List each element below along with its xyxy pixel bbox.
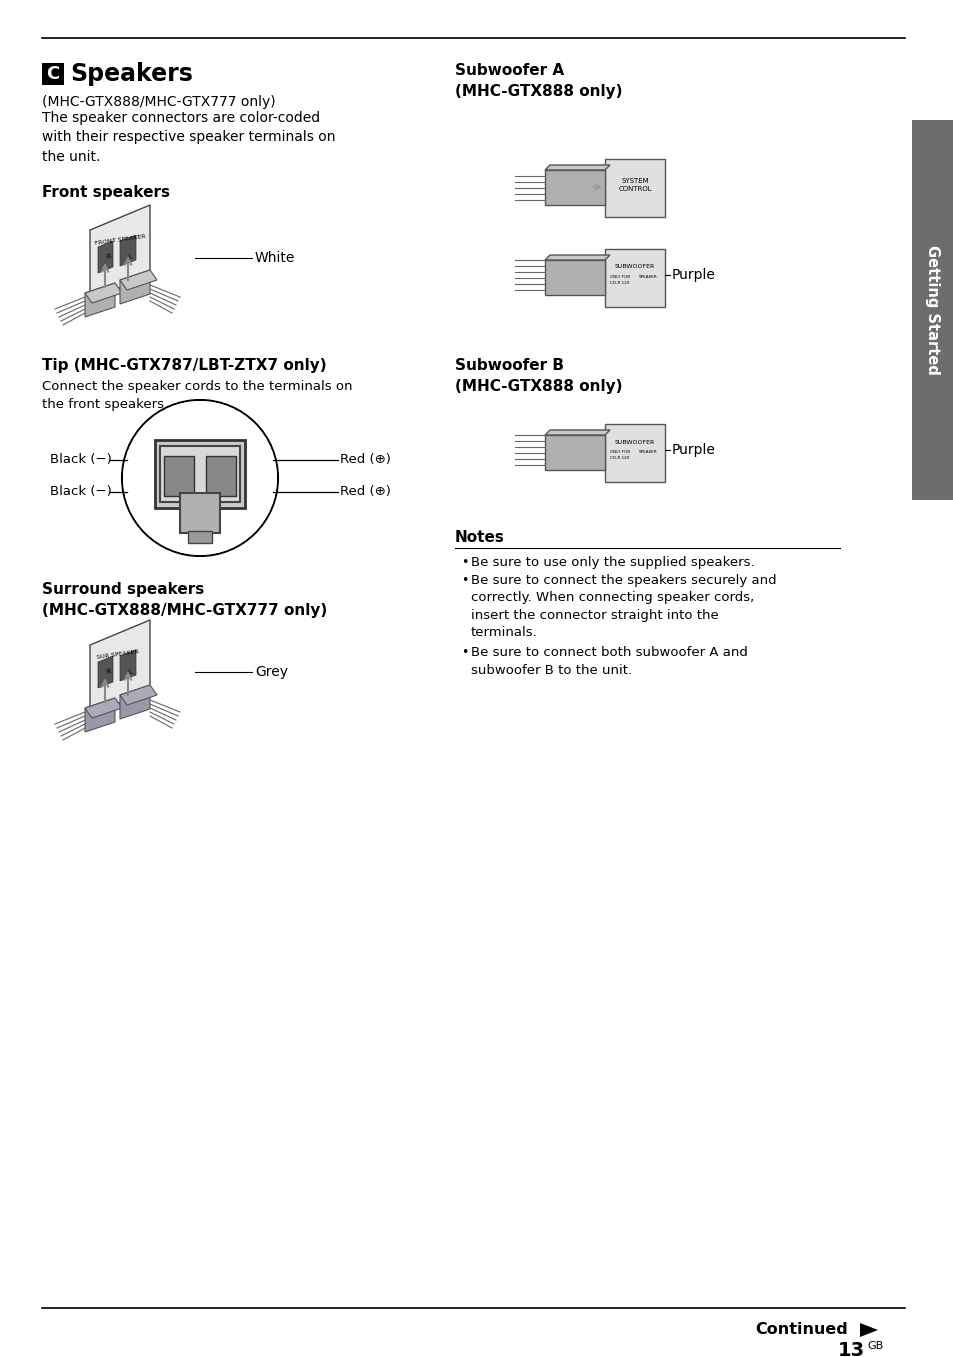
Text: FRONT SPEAKER: FRONT SPEAKER [94, 233, 146, 246]
Bar [180, 493, 220, 533]
Polygon shape [85, 697, 122, 718]
Bar [42, 62, 64, 85]
Bar [911, 119, 953, 499]
Circle shape [123, 402, 276, 555]
Text: Surround speakers
(MHC-GTX888/MHC-GTX777 only): Surround speakers (MHC-GTX888/MHC-GTX777… [42, 582, 327, 617]
Text: R: R [105, 669, 111, 676]
Text: •: • [460, 574, 468, 588]
Polygon shape [120, 270, 157, 290]
Polygon shape [120, 235, 136, 266]
Bar [154, 440, 245, 508]
Text: Subwoofer A
(MHC-GTX888 only): Subwoofer A (MHC-GTX888 only) [455, 62, 622, 99]
Text: CD-R 120: CD-R 120 [610, 281, 629, 285]
Text: 13: 13 [837, 1341, 864, 1357]
Text: Continued: Continued [754, 1323, 847, 1338]
Text: Speakers: Speakers [70, 62, 193, 85]
Bar [604, 159, 664, 217]
Text: L: L [128, 669, 132, 676]
Polygon shape [544, 436, 604, 470]
Text: Tip (MHC-GTX787/LBT-ZTX7 only): Tip (MHC-GTX787/LBT-ZTX7 only) [42, 358, 326, 373]
Polygon shape [544, 255, 609, 261]
Text: SUBWOOFER: SUBWOOFER [615, 440, 655, 445]
Polygon shape [98, 242, 112, 273]
Text: ONLY FOR: ONLY FOR [609, 275, 630, 280]
Bar [164, 456, 193, 497]
Text: Be sure to use only the supplied speakers.: Be sure to use only the supplied speaker… [471, 556, 754, 569]
Polygon shape [85, 697, 115, 731]
Polygon shape [90, 620, 150, 715]
Text: (MHC-GTX888/MHC-GTX777 only): (MHC-GTX888/MHC-GTX777 only) [42, 95, 275, 109]
Polygon shape [544, 166, 609, 170]
Text: R: R [105, 254, 111, 261]
Polygon shape [85, 284, 122, 303]
Polygon shape [120, 650, 136, 681]
Text: Getting Started: Getting Started [924, 246, 940, 375]
Text: SPEAKER: SPEAKER [638, 451, 657, 455]
Text: Black (−): Black (−) [50, 486, 112, 498]
Text: CD-R 120: CD-R 120 [610, 456, 629, 460]
Text: Purple: Purple [671, 442, 715, 457]
Text: SPEAKER: SPEAKER [638, 275, 657, 280]
Text: •: • [460, 556, 468, 569]
Polygon shape [120, 685, 150, 719]
Text: Connect the speaker cords to the terminals on
the front speakers.: Connect the speaker cords to the termina… [42, 380, 352, 411]
Polygon shape [98, 655, 112, 688]
Text: Red (⊕): Red (⊕) [339, 486, 391, 498]
Polygon shape [85, 284, 115, 318]
Text: Red (⊕): Red (⊕) [339, 453, 391, 467]
Polygon shape [544, 261, 604, 294]
Text: GB: GB [866, 1341, 882, 1352]
Text: L: L [128, 254, 132, 261]
Text: Purple: Purple [671, 267, 715, 282]
Polygon shape [859, 1323, 877, 1337]
Polygon shape [90, 205, 150, 300]
Bar [604, 423, 664, 482]
Polygon shape [544, 170, 604, 205]
Text: C: C [47, 65, 59, 83]
Text: Front speakers: Front speakers [42, 185, 170, 199]
Bar [604, 248, 664, 307]
Text: Notes: Notes [455, 531, 504, 546]
Text: •: • [460, 646, 468, 660]
Text: The speaker connectors are color-coded
with their respective speaker terminals o: The speaker connectors are color-coded w… [42, 111, 335, 164]
Bar [206, 456, 235, 497]
Text: Subwoofer B
(MHC-GTX888 only): Subwoofer B (MHC-GTX888 only) [455, 358, 622, 394]
Text: SYSTEM
CONTROL: SYSTEM CONTROL [618, 178, 651, 191]
Text: Black (−): Black (−) [50, 453, 112, 467]
Bar [160, 446, 240, 502]
Text: Be sure to connect the speakers securely and
correctly. When connecting speaker : Be sure to connect the speakers securely… [471, 574, 776, 639]
Bar [188, 531, 212, 543]
Text: Grey: Grey [254, 665, 288, 678]
Text: ONLY FOR: ONLY FOR [609, 451, 630, 455]
Polygon shape [544, 430, 609, 436]
Text: Be sure to connect both subwoofer A and
subwoofer B to the unit.: Be sure to connect both subwoofer A and … [471, 646, 747, 677]
Text: SUR SPEAKER: SUR SPEAKER [96, 650, 139, 661]
Polygon shape [120, 685, 157, 706]
Polygon shape [120, 270, 150, 304]
Text: White: White [254, 251, 295, 265]
Text: SUBWOOFER: SUBWOOFER [615, 265, 655, 270]
